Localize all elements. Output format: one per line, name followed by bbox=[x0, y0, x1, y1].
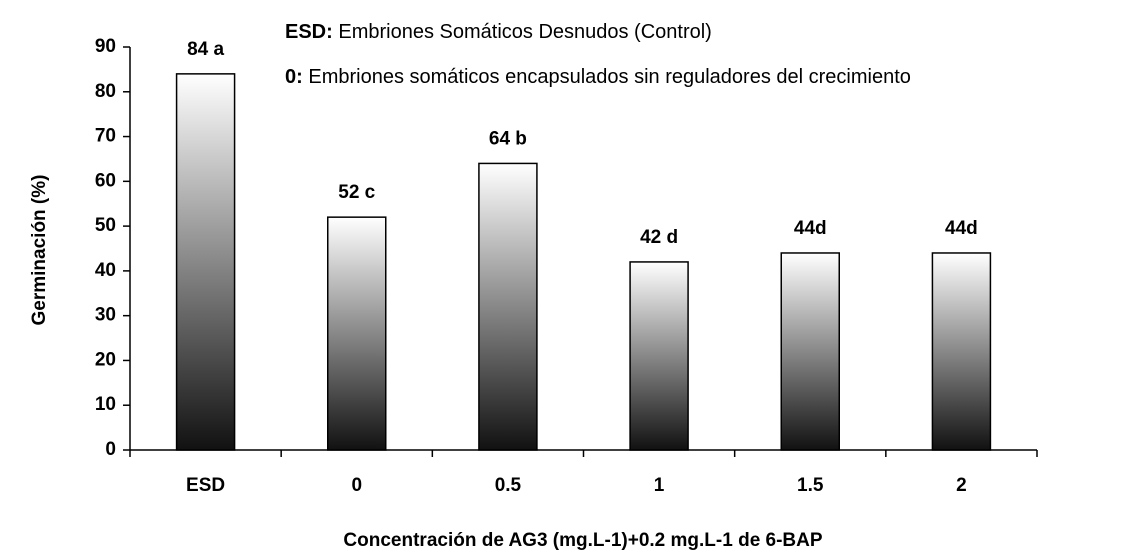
bar bbox=[175, 73, 236, 451]
annotation-term: 0: bbox=[285, 66, 303, 88]
y-axis-label: Germinación (%) bbox=[29, 175, 50, 326]
annotation: ESD: Embriones Somáticos Desnudos (Contr… bbox=[285, 21, 712, 43]
y-tick-label: 70 bbox=[95, 126, 116, 147]
x-tick-label: 0.5 bbox=[495, 475, 522, 496]
value-label: 52 c bbox=[338, 182, 375, 203]
x-tick-label: 2 bbox=[956, 475, 967, 496]
y-tick-label: 60 bbox=[95, 170, 116, 191]
bar bbox=[780, 252, 840, 451]
x-tick-label: 1.5 bbox=[797, 475, 824, 496]
x-tick-label: 1 bbox=[654, 475, 665, 496]
annotation-text: Embriones somáticos encapsulados sin reg… bbox=[308, 66, 911, 88]
y-tick-label: 30 bbox=[95, 305, 116, 326]
value-label: 42 d bbox=[640, 227, 678, 248]
annotation-term: ESD: bbox=[285, 21, 333, 43]
bar bbox=[327, 216, 387, 451]
y-tick-label: 40 bbox=[95, 260, 116, 281]
value-label: 44d bbox=[945, 218, 978, 239]
bar bbox=[478, 162, 538, 451]
annotation-text: Embriones Somáticos Desnudos (Control) bbox=[338, 21, 712, 43]
y-tick-label: 20 bbox=[95, 349, 116, 370]
y-tick-label: 80 bbox=[95, 81, 116, 102]
y-tick-label: 0 bbox=[105, 439, 116, 460]
y-tick-label: 90 bbox=[95, 36, 116, 57]
bar bbox=[629, 261, 689, 451]
y-tick-label: 10 bbox=[95, 394, 116, 415]
value-label: 44d bbox=[794, 218, 827, 239]
y-tick-label: 50 bbox=[95, 215, 116, 236]
value-label: 64 b bbox=[489, 128, 527, 149]
value-label: 84 a bbox=[187, 39, 224, 60]
annotation: 0: Embriones somáticos encapsulados sin … bbox=[285, 66, 911, 88]
x-axis-label: Concentración de AG3 (mg.L-1)+0.2 mg.L-1… bbox=[343, 530, 822, 551]
x-tick-label: ESD bbox=[186, 475, 225, 496]
bar bbox=[931, 252, 992, 451]
x-tick-label: 0 bbox=[351, 475, 362, 496]
